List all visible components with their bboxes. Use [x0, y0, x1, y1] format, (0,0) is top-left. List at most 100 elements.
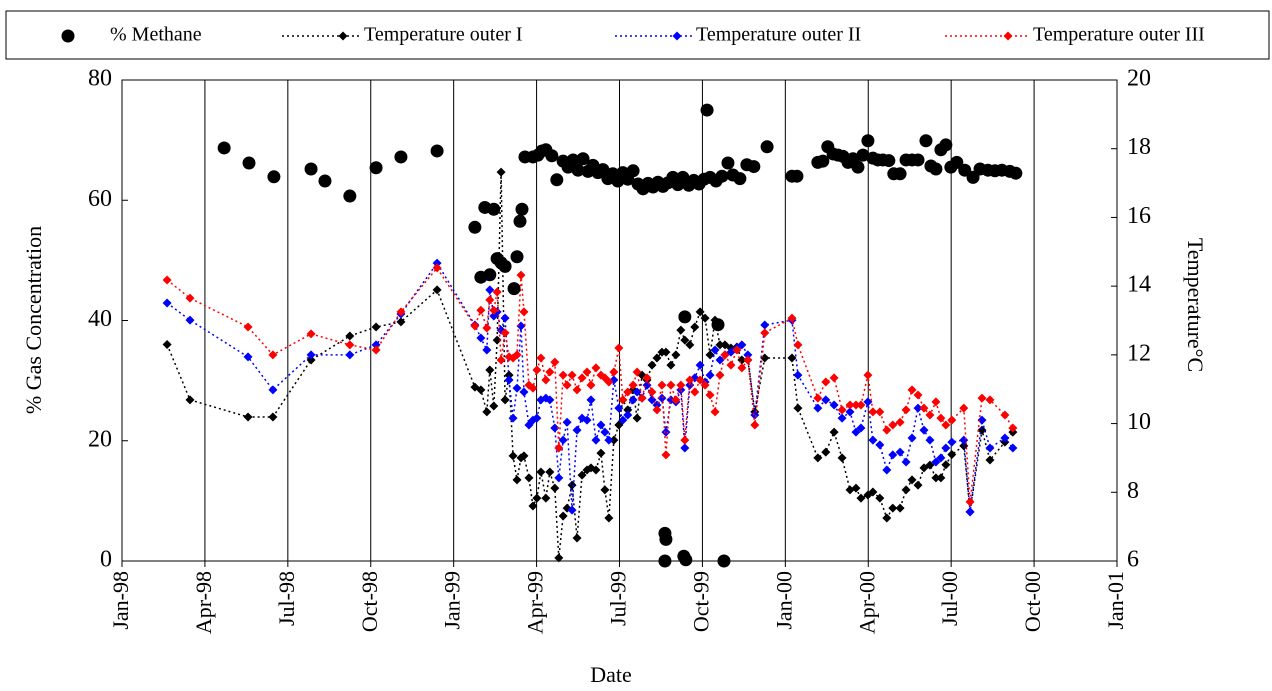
marker — [695, 307, 705, 317]
marker — [737, 363, 747, 373]
y-tick-label: 80 — [88, 66, 112, 92]
marker — [476, 305, 486, 315]
marker — [787, 353, 797, 363]
marker — [813, 393, 823, 403]
x-tick-label: Jan-98 — [108, 571, 133, 630]
x-tick-label: Apr-99 — [523, 571, 548, 634]
marker — [162, 298, 172, 308]
marker — [600, 485, 610, 495]
marker — [558, 370, 568, 380]
marker — [485, 285, 495, 295]
marker — [600, 427, 610, 437]
marker — [911, 153, 925, 167]
marker — [304, 162, 318, 176]
marker — [678, 310, 692, 324]
marker — [657, 380, 667, 390]
marker — [813, 403, 823, 413]
marker — [572, 533, 582, 543]
marker — [558, 435, 568, 445]
marker — [726, 360, 736, 370]
marker — [985, 443, 995, 453]
marker — [907, 475, 917, 485]
marker — [609, 367, 619, 377]
marker — [528, 501, 538, 511]
marker — [837, 405, 847, 415]
marker — [925, 435, 935, 445]
marker — [485, 295, 495, 305]
x-tick-label: Oct-98 — [357, 571, 382, 632]
marker — [586, 395, 596, 405]
marker — [532, 413, 542, 423]
marker — [185, 315, 195, 325]
marker — [476, 385, 486, 395]
marker — [868, 435, 878, 445]
marker — [345, 340, 355, 350]
marker — [882, 425, 892, 435]
legend-box — [5, 10, 1270, 60]
marker — [931, 457, 941, 467]
marker — [1000, 410, 1010, 420]
marker — [717, 554, 731, 568]
marker — [721, 156, 735, 170]
marker — [901, 457, 911, 467]
marker — [567, 480, 577, 490]
marker — [666, 380, 676, 390]
marker — [659, 532, 673, 546]
x-axis-label: Date — [590, 662, 632, 687]
marker — [482, 323, 492, 333]
marker — [851, 400, 861, 410]
marker — [468, 220, 482, 234]
marker — [554, 443, 564, 453]
marker — [720, 350, 730, 360]
marker — [500, 313, 510, 323]
marker — [1008, 423, 1018, 433]
marker — [685, 375, 695, 385]
marker — [947, 415, 957, 425]
marker — [628, 380, 638, 390]
marker — [661, 347, 671, 357]
marker — [737, 340, 747, 350]
marker — [715, 340, 725, 350]
marker — [492, 335, 502, 345]
y2-tick-label: 16 — [1127, 203, 1151, 229]
marker — [508, 413, 518, 423]
marker — [793, 340, 803, 350]
marker — [695, 360, 705, 370]
marker — [577, 373, 587, 383]
x-tick-label: Jan-99 — [440, 571, 465, 630]
legend-symbol — [61, 29, 75, 43]
marker — [715, 355, 725, 365]
marker — [747, 160, 761, 174]
marker — [821, 395, 831, 405]
marker — [941, 420, 951, 430]
marker — [504, 375, 514, 385]
marker — [550, 423, 560, 433]
marker — [185, 395, 195, 405]
marker — [513, 214, 527, 228]
marker — [515, 202, 529, 216]
marker — [863, 370, 873, 380]
marker — [545, 467, 555, 477]
marker — [925, 410, 935, 420]
marker — [705, 370, 715, 380]
marker — [498, 259, 512, 273]
marker — [947, 449, 957, 459]
marker — [919, 403, 929, 413]
marker — [604, 377, 614, 387]
legend-symbol — [1003, 31, 1013, 41]
marker — [875, 407, 885, 417]
marker — [658, 554, 672, 568]
marker — [496, 167, 506, 177]
marker — [882, 465, 892, 475]
marker — [816, 154, 830, 168]
marker — [661, 450, 671, 460]
legend-symbol — [672, 31, 682, 41]
marker — [690, 322, 700, 332]
marker — [632, 387, 642, 397]
marker — [793, 403, 803, 413]
marker — [545, 149, 559, 163]
marker — [528, 383, 538, 393]
marker — [519, 451, 529, 461]
marker — [582, 367, 592, 377]
